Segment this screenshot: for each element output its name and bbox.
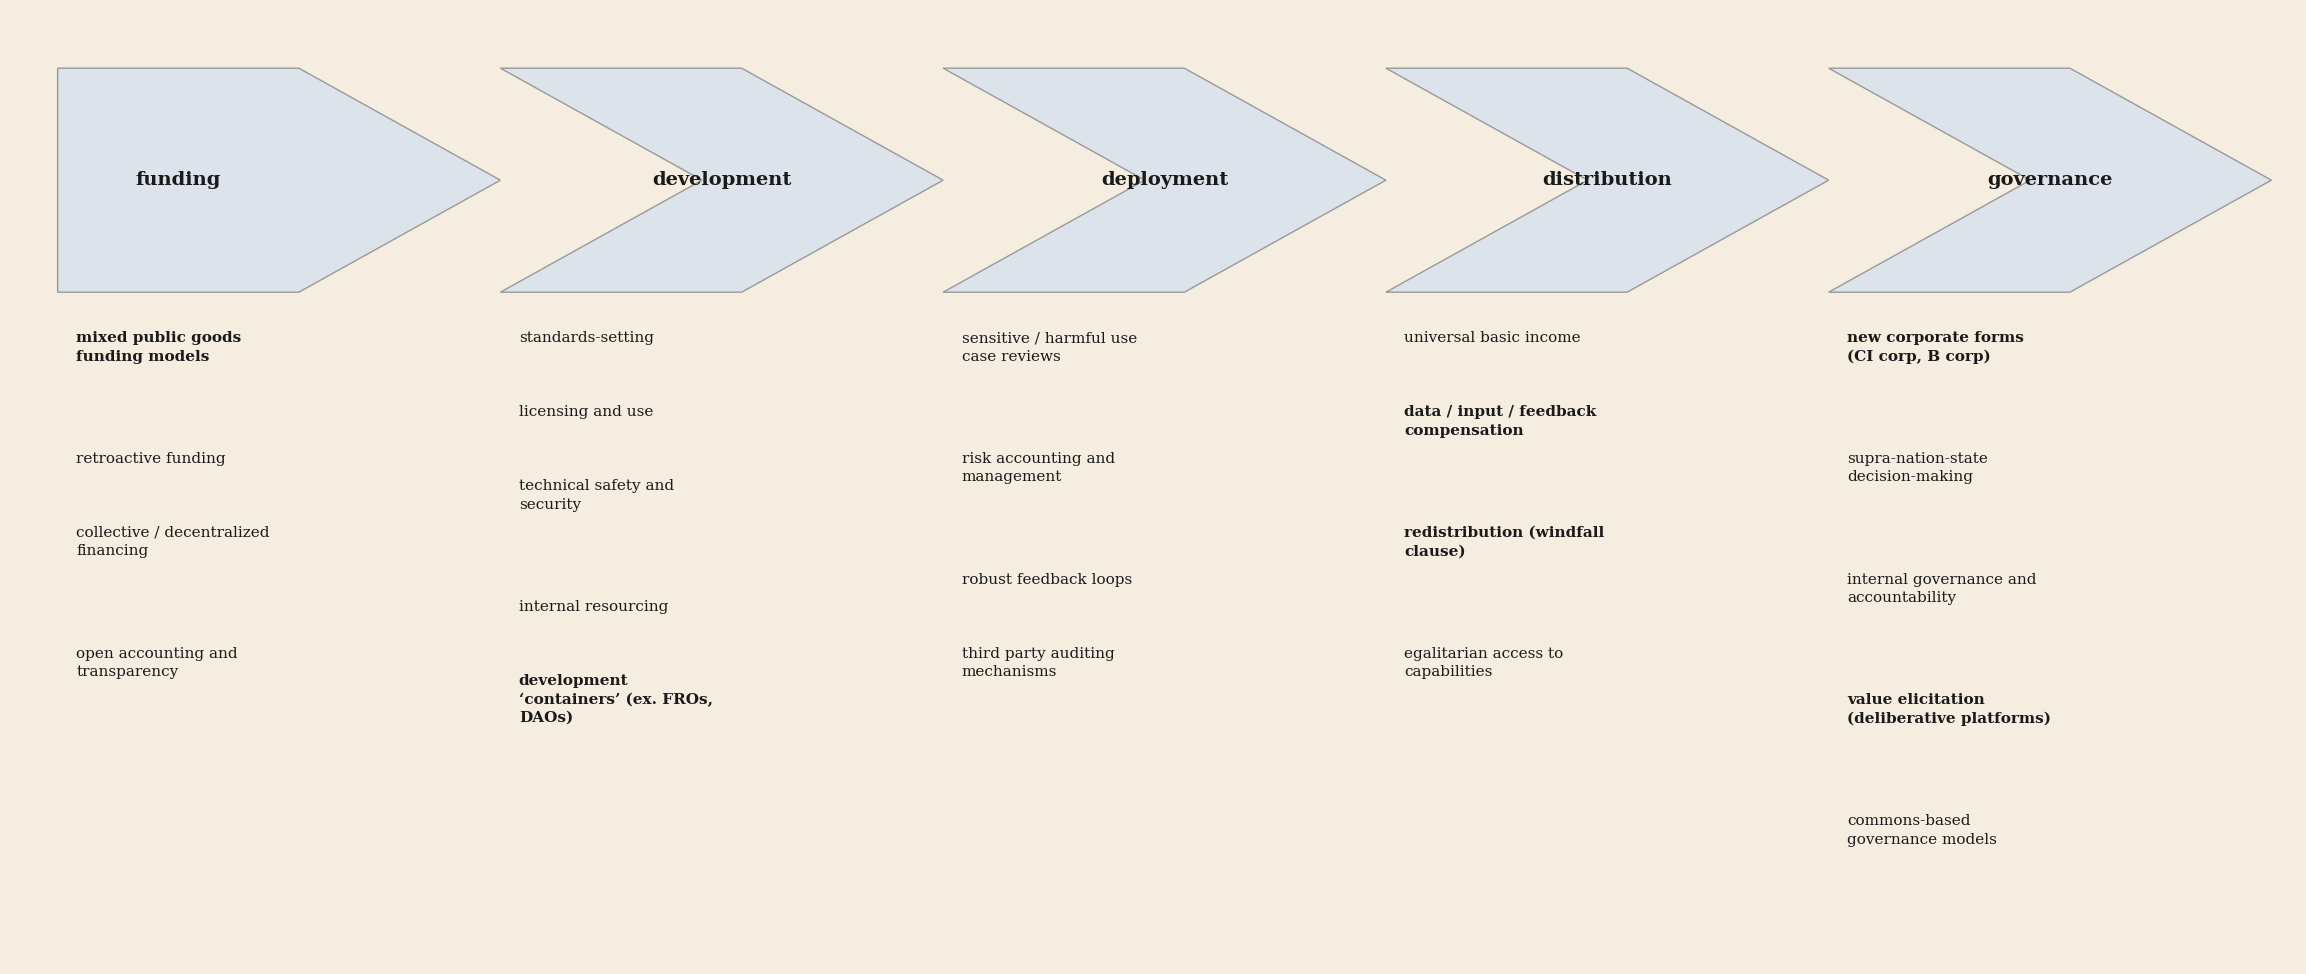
Text: governance: governance [1988, 171, 2112, 189]
Text: deployment: deployment [1100, 171, 1229, 189]
Text: development: development [653, 171, 791, 189]
Text: internal resourcing: internal resourcing [519, 600, 669, 614]
Text: licensing and use: licensing and use [519, 405, 653, 419]
Text: commons-based
governance models: commons-based governance models [1847, 814, 1997, 846]
Text: funding: funding [136, 171, 221, 189]
Text: value elicitation
(deliberative platforms): value elicitation (deliberative platform… [1847, 693, 2050, 727]
Text: mixed public goods
funding models: mixed public goods funding models [76, 331, 242, 363]
Text: robust feedback loops: robust feedback loops [962, 573, 1132, 586]
Text: collective / decentralized
financing: collective / decentralized financing [76, 526, 270, 558]
Polygon shape [58, 68, 500, 292]
Polygon shape [943, 68, 1386, 292]
Text: egalitarian access to
capabilities: egalitarian access to capabilities [1404, 647, 1563, 679]
Text: supra-nation-state
decision-making: supra-nation-state decision-making [1847, 452, 1988, 484]
Text: distribution: distribution [1543, 171, 1672, 189]
Text: data / input / feedback
compensation: data / input / feedback compensation [1404, 405, 1596, 437]
Text: sensitive / harmful use
case reviews: sensitive / harmful use case reviews [962, 331, 1137, 363]
Text: technical safety and
security: technical safety and security [519, 479, 673, 511]
Text: third party auditing
mechanisms: third party auditing mechanisms [962, 647, 1114, 679]
Text: universal basic income: universal basic income [1404, 331, 1582, 345]
Text: new corporate forms
(CI corp, B corp): new corporate forms (CI corp, B corp) [1847, 331, 2025, 364]
Text: development
‘containers’ (ex. FROs,
DAOs): development ‘containers’ (ex. FROs, DAOs… [519, 674, 713, 725]
Text: redistribution (windfall
clause): redistribution (windfall clause) [1404, 526, 1605, 558]
Text: retroactive funding: retroactive funding [76, 452, 226, 466]
Text: internal governance and
accountability: internal governance and accountability [1847, 573, 2036, 605]
Polygon shape [500, 68, 943, 292]
Polygon shape [1829, 68, 2271, 292]
Text: standards-setting: standards-setting [519, 331, 655, 345]
Text: open accounting and
transparency: open accounting and transparency [76, 647, 238, 679]
Text: risk accounting and
management: risk accounting and management [962, 452, 1114, 484]
Polygon shape [1386, 68, 1829, 292]
